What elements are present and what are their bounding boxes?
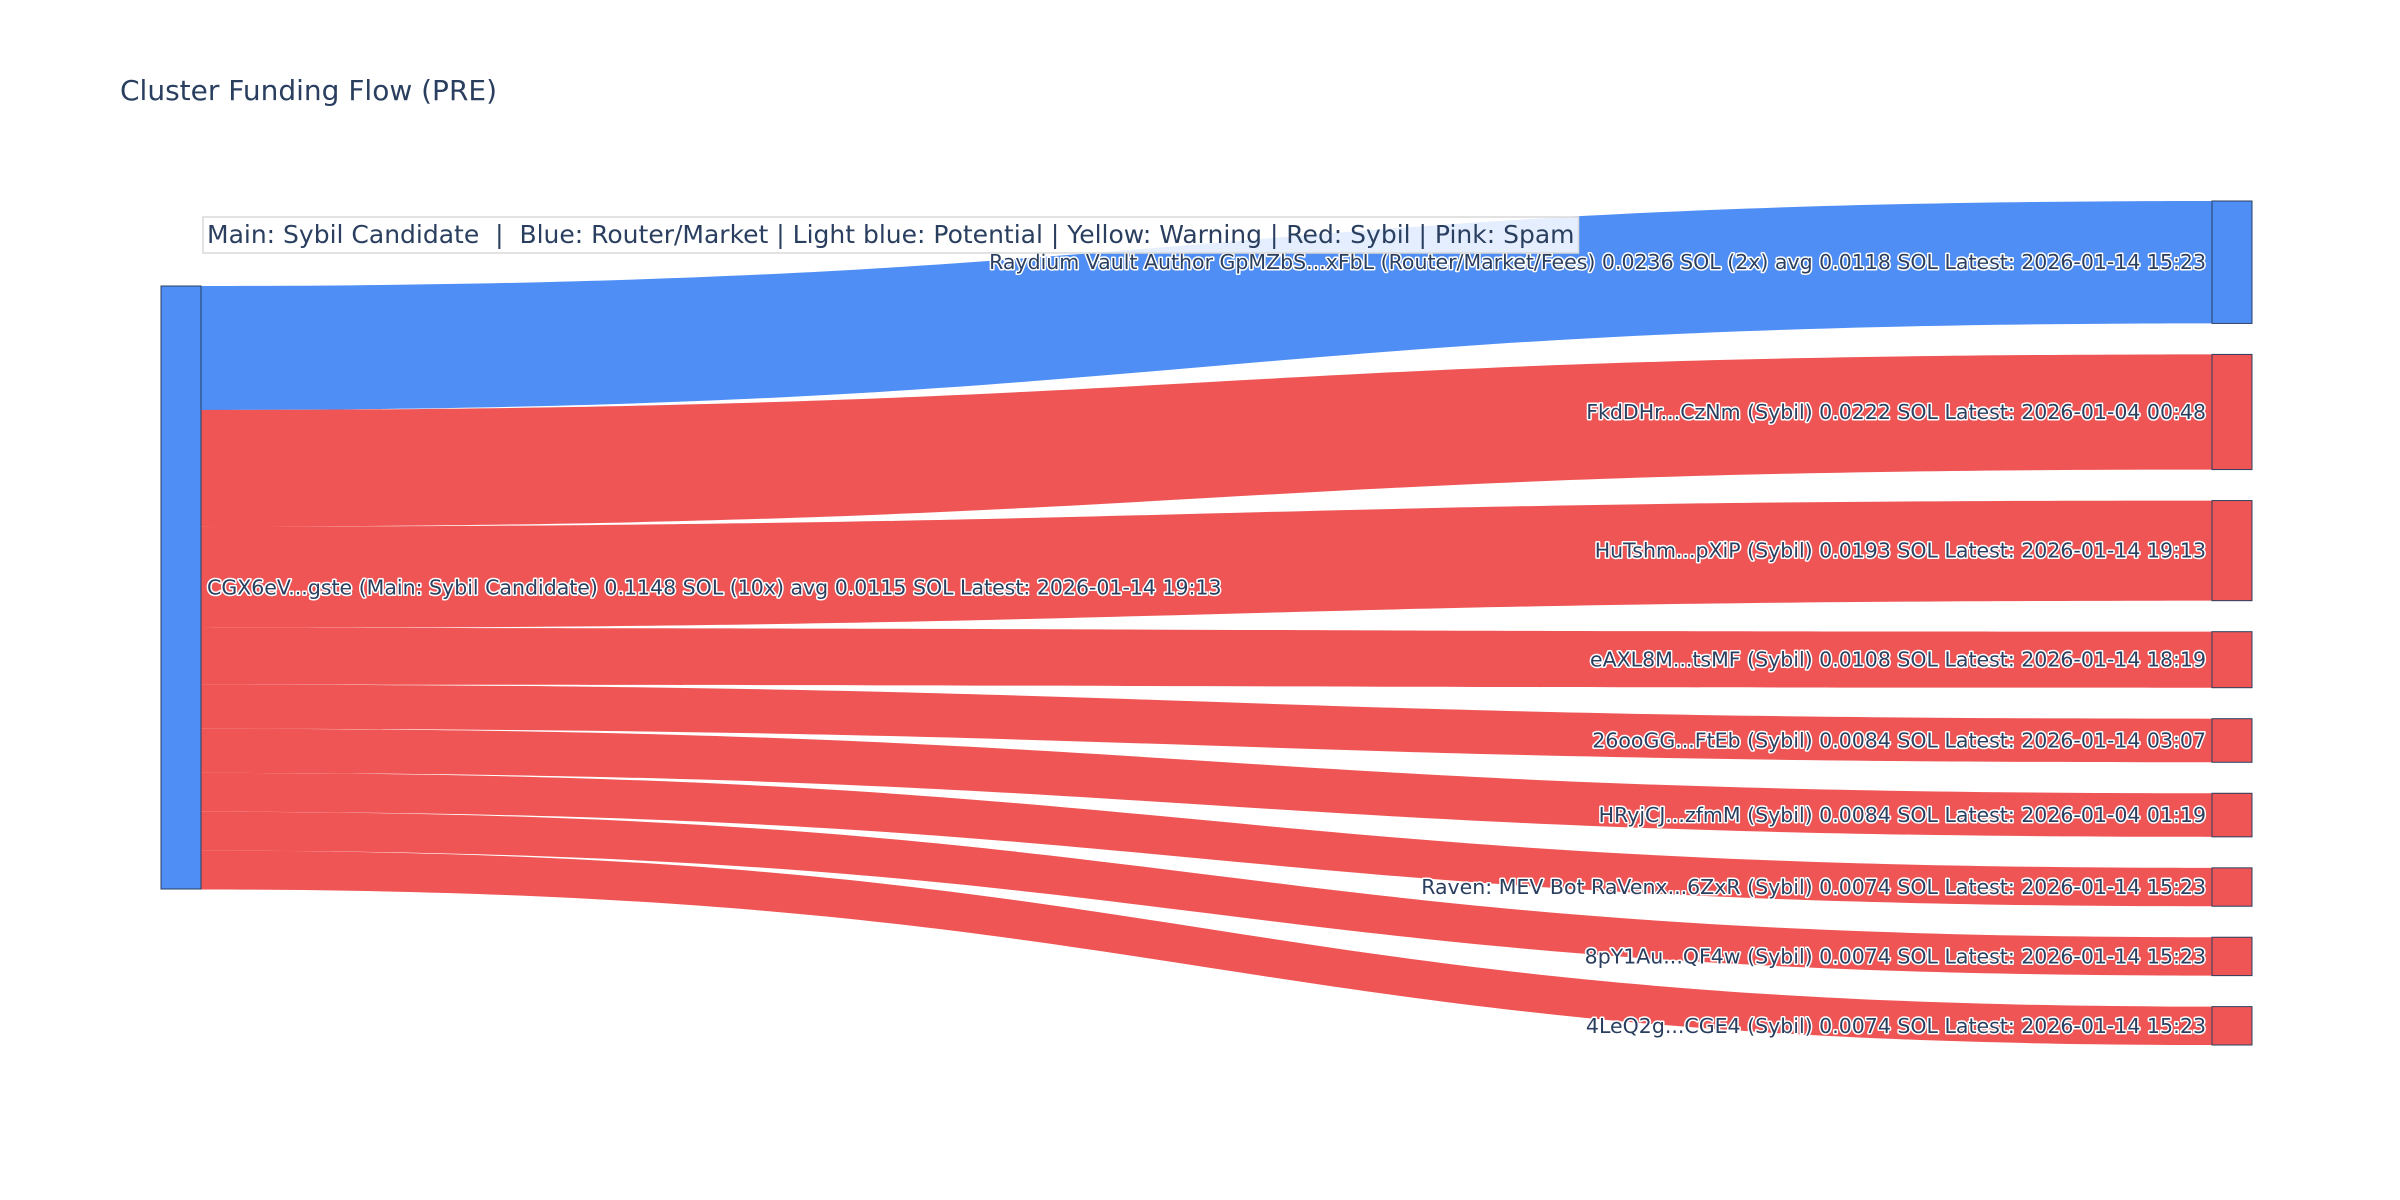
sankey-link-7[interactable] <box>201 772 2212 907</box>
sankey-link-3[interactable] <box>201 500 2212 628</box>
sankey-target-label-2: FkdDHr...CzNm (Sybil) 0.0222 SOL Latest:… <box>1586 400 2206 424</box>
sankey-link-6[interactable] <box>201 728 2212 837</box>
sankey-link-5[interactable] <box>201 684 2212 763</box>
sankey-target-label-4: eAXL8M...tsMF (Sybil) 0.0108 SOL Latest:… <box>1590 648 2206 672</box>
sankey-target-label-7: Raven: MEV Bot RaVenx...6ZxR (Sybil) 0.0… <box>1421 875 2206 899</box>
sankey-node-target-3[interactable] <box>2211 500 2253 602</box>
sankey-target-label-6: HRyjCJ...zfmM (Sybil) 0.0084 SOL Latest:… <box>1599 803 2206 827</box>
sankey-node-target-4[interactable] <box>2211 631 2253 689</box>
sankey-node-target-9[interactable] <box>2211 1006 2253 1046</box>
sankey-target-label-5: 26ooGG...FtEb (Sybil) 0.0084 SOL Latest:… <box>1592 728 2206 752</box>
sankey-link-2[interactable] <box>201 354 2212 527</box>
sankey-nodes <box>160 200 2253 1046</box>
legend-note-background <box>202 216 1580 254</box>
sankey-link-8[interactable] <box>201 811 2212 976</box>
sankey-labels: Raydium Vault Author GpMZbS...xFbL (Rout… <box>206 249 2208 1040</box>
sankey-target-label-9: 4LeQ2g...CGE4 (Sybil) 0.0074 SOL Latest:… <box>1586 1014 2206 1038</box>
chart-title: Cluster Funding Flow (PRE) <box>120 74 497 107</box>
legend-note-text: Main: Sybil Candidate | Blue: Router/Mar… <box>207 220 1575 249</box>
sankey-node-target-8[interactable] <box>2211 936 2253 977</box>
sankey-target-label-8: 8pY1Au...QF4w (Sybil) 0.0074 SOL Latest:… <box>1585 944 2206 968</box>
sankey-target-label-3: HuTshm...pXiP (Sybil) 0.0193 SOL Latest:… <box>1595 539 2206 563</box>
sankey-links <box>201 201 2212 1045</box>
sankey-node-target-1[interactable] <box>2211 200 2253 324</box>
sankey-link-1[interactable] <box>201 201 2212 410</box>
sankey-node-target-6[interactable] <box>2211 792 2253 838</box>
sankey-link-4[interactable] <box>201 627 2212 688</box>
sankey-target-label-1: Raydium Vault Author GpMZbS...xFbL (Rout… <box>989 250 2206 274</box>
legend-note-box: Main: Sybil Candidate | Blue: Router/Mar… <box>202 216 1580 254</box>
sankey-node-target-5[interactable] <box>2211 718 2253 763</box>
sankey-link-9[interactable] <box>201 850 2212 1045</box>
sankey-node-source[interactable] <box>160 285 202 890</box>
sankey-node-target-2[interactable] <box>2211 353 2253 471</box>
sankey-source-label: CGX6eV...gste (Main: Sybil Candidate) 0.… <box>207 576 1222 600</box>
sankey-node-target-7[interactable] <box>2211 867 2253 907</box>
